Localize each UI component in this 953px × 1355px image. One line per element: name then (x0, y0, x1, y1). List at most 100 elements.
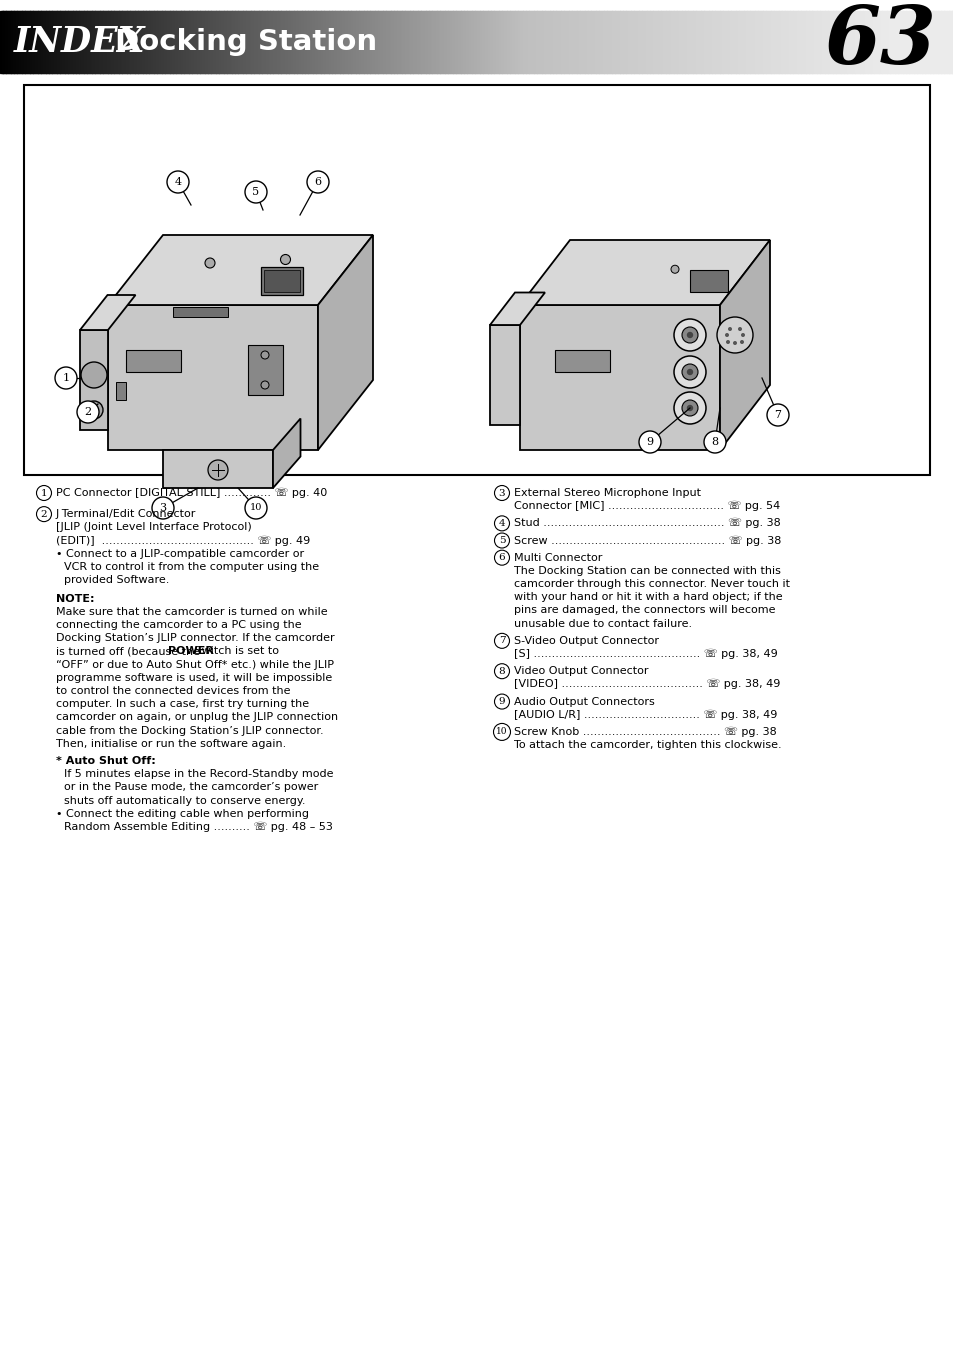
Bar (119, 11, 122, 73)
Bar (238, 11, 241, 73)
Bar (159, 11, 161, 73)
Bar (198, 11, 201, 73)
Bar (745, 11, 747, 73)
Bar (877, 11, 880, 73)
Bar (172, 11, 174, 73)
Bar (853, 11, 856, 73)
Bar (150, 11, 152, 73)
Bar (507, 11, 509, 73)
Bar (112, 11, 113, 73)
Bar (596, 11, 598, 73)
Bar (610, 11, 613, 73)
Bar (655, 11, 657, 73)
Bar (846, 11, 849, 73)
Bar (793, 11, 795, 73)
Circle shape (725, 340, 729, 344)
Bar (429, 11, 432, 73)
Bar (856, 11, 859, 73)
Bar (803, 11, 806, 73)
Bar (321, 11, 323, 73)
Bar (235, 11, 237, 73)
Circle shape (740, 333, 744, 337)
Bar (615, 11, 618, 73)
Bar (469, 11, 471, 73)
Bar (102, 11, 104, 73)
Circle shape (686, 332, 693, 339)
Bar (872, 11, 875, 73)
Bar (436, 11, 437, 73)
Bar (861, 11, 863, 73)
Text: provided Software.: provided Software. (64, 575, 170, 585)
Bar (8, 11, 10, 73)
Bar (645, 11, 647, 73)
Bar (362, 11, 365, 73)
Bar (888, 11, 890, 73)
Text: 63: 63 (823, 3, 935, 81)
Bar (260, 11, 263, 73)
Bar (845, 11, 847, 73)
Bar (555, 11, 557, 73)
Bar (107, 11, 109, 73)
Bar (105, 11, 108, 73)
Bar (899, 11, 902, 73)
Text: 10: 10 (496, 728, 507, 736)
Bar (51, 11, 53, 73)
Bar (219, 11, 222, 73)
Bar (121, 11, 123, 73)
Bar (348, 11, 351, 73)
Bar (313, 11, 315, 73)
Bar (240, 11, 242, 73)
Bar (564, 11, 566, 73)
Bar (384, 11, 387, 73)
Bar (288, 11, 290, 73)
Text: Then, initialise or run the software again.: Then, initialise or run the software aga… (56, 738, 286, 749)
Bar (336, 11, 339, 73)
Bar (598, 11, 599, 73)
Bar (19, 11, 22, 73)
Text: The Docking Station can be connected with this: The Docking Station can be connected wit… (514, 566, 781, 576)
Bar (335, 11, 337, 73)
Bar (148, 11, 151, 73)
Bar (496, 11, 498, 73)
Bar (784, 11, 787, 73)
Bar (643, 11, 646, 73)
Bar (293, 11, 294, 73)
Text: S-Video Output Connector: S-Video Output Connector (514, 635, 659, 646)
Circle shape (245, 182, 267, 203)
Polygon shape (317, 234, 373, 450)
Bar (588, 11, 590, 73)
Bar (622, 11, 625, 73)
Bar (720, 11, 722, 73)
Bar (741, 11, 744, 73)
Bar (726, 11, 728, 73)
Bar (38, 11, 41, 73)
Bar (879, 11, 881, 73)
Bar (312, 11, 314, 73)
Text: INDEX: INDEX (14, 24, 146, 60)
Bar (331, 11, 333, 73)
Bar (494, 11, 497, 73)
Bar (937, 11, 940, 73)
Bar (941, 11, 943, 73)
Bar (35, 11, 37, 73)
Bar (108, 11, 111, 73)
Bar (60, 11, 63, 73)
Bar (340, 11, 342, 73)
Bar (727, 11, 730, 73)
Bar (581, 11, 584, 73)
Bar (575, 11, 578, 73)
Bar (71, 11, 74, 73)
Bar (517, 11, 520, 73)
Text: [VIDEO] ....................................... ☏ pg. 38, 49: [VIDEO] ................................… (514, 679, 780, 690)
Bar (883, 11, 885, 73)
Bar (191, 11, 193, 73)
Bar (216, 11, 218, 73)
Bar (370, 11, 373, 73)
Text: 8: 8 (498, 667, 505, 676)
Bar (598, 11, 601, 73)
Bar (152, 11, 155, 73)
Bar (634, 11, 637, 73)
Bar (24, 85, 929, 476)
Bar (565, 11, 568, 73)
Bar (165, 11, 168, 73)
